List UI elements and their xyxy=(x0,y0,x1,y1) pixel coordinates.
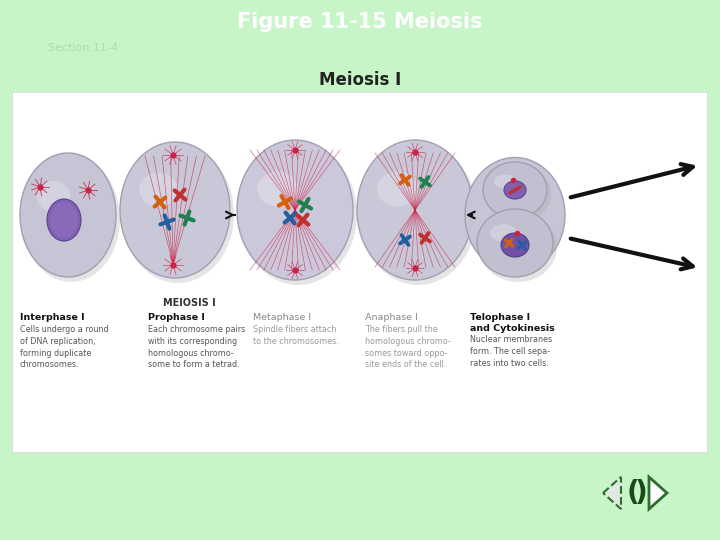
Ellipse shape xyxy=(50,202,78,238)
Ellipse shape xyxy=(20,153,116,277)
Ellipse shape xyxy=(120,142,230,278)
Text: ): ) xyxy=(634,479,647,507)
Ellipse shape xyxy=(47,199,81,241)
Text: (: ( xyxy=(626,479,639,507)
Ellipse shape xyxy=(122,145,234,283)
Ellipse shape xyxy=(359,143,477,285)
Ellipse shape xyxy=(494,174,517,188)
Ellipse shape xyxy=(477,209,553,277)
Text: Prophase I: Prophase I xyxy=(148,313,205,322)
Text: The fibers pull the
homologous chromo-
somes toward oppo-
site ends of the cell.: The fibers pull the homologous chromo- s… xyxy=(365,325,451,369)
Ellipse shape xyxy=(501,233,529,257)
Ellipse shape xyxy=(239,143,357,285)
Text: Interphase I: Interphase I xyxy=(20,313,85,322)
Ellipse shape xyxy=(485,165,551,223)
Text: Section 11-4: Section 11-4 xyxy=(48,43,118,53)
Text: Figure 11-15 Meiosis: Figure 11-15 Meiosis xyxy=(237,12,483,32)
Ellipse shape xyxy=(504,181,526,199)
Ellipse shape xyxy=(465,158,565,273)
Text: Spindle fibers attach
to the chromosomes.: Spindle fibers attach to the chromosomes… xyxy=(253,325,338,346)
Text: Meiosis I: Meiosis I xyxy=(319,71,401,89)
Ellipse shape xyxy=(483,162,547,218)
Ellipse shape xyxy=(22,156,120,282)
Ellipse shape xyxy=(37,181,71,212)
Text: Anaphase I: Anaphase I xyxy=(365,313,418,322)
Text: Cells undergo a round
of DNA replication,
forming duplicate
chromosomes.: Cells undergo a round of DNA replication… xyxy=(20,325,109,369)
Polygon shape xyxy=(603,477,621,509)
Ellipse shape xyxy=(237,140,353,280)
Ellipse shape xyxy=(490,224,517,241)
Polygon shape xyxy=(649,477,667,509)
Text: MEIOSIS I: MEIOSIS I xyxy=(163,298,215,308)
Ellipse shape xyxy=(257,172,298,206)
Ellipse shape xyxy=(479,212,557,282)
Text: Telophase I
and Cytokinesis: Telophase I and Cytokinesis xyxy=(470,313,554,333)
Text: Each chromosome pairs
with its corresponding
homologous chromo-
some to form a t: Each chromosome pairs with its correspon… xyxy=(148,325,246,369)
Ellipse shape xyxy=(357,140,473,280)
Text: Metaphase I: Metaphase I xyxy=(253,313,311,322)
Ellipse shape xyxy=(377,172,418,206)
FancyBboxPatch shape xyxy=(12,92,707,452)
Text: Nuclear membranes
form. The cell sepa-
rates into two cells.: Nuclear membranes form. The cell sepa- r… xyxy=(470,335,552,368)
Ellipse shape xyxy=(139,173,178,207)
